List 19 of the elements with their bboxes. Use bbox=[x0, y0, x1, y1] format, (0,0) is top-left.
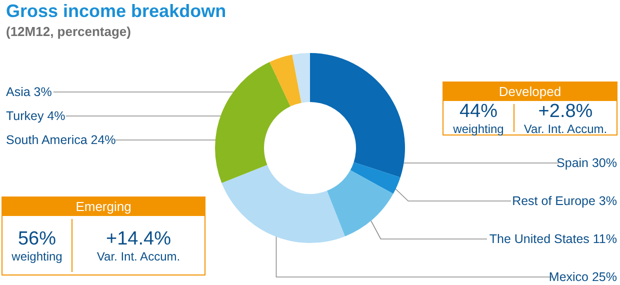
text: Var. Int. Accum. bbox=[524, 122, 608, 136]
slice-label: South America 24% bbox=[6, 133, 116, 147]
text: Emerging bbox=[76, 199, 132, 214]
text: Developed bbox=[498, 84, 562, 99]
text: 44% bbox=[459, 101, 498, 122]
slice-label: Turkey 4% bbox=[6, 109, 66, 123]
slice-label: Rest of Europe 3% bbox=[512, 194, 617, 208]
text: Var. Int. Accum. bbox=[96, 250, 180, 264]
text: +14.4% bbox=[106, 228, 172, 250]
text: weighting bbox=[10, 250, 62, 264]
chart-title: Gross income breakdown bbox=[6, 1, 226, 21]
slice-label: Asia 3% bbox=[6, 85, 52, 99]
slice-label: The United States 11% bbox=[489, 232, 617, 246]
slice-label: Spain 30% bbox=[556, 156, 617, 170]
slice-label: Mexico 25% bbox=[548, 270, 617, 284]
text: 56% bbox=[18, 228, 56, 250]
text: weighting bbox=[452, 122, 504, 136]
text: +2.8% bbox=[538, 101, 593, 122]
chart-subtitle: (12M12, percentage) bbox=[6, 24, 131, 39]
